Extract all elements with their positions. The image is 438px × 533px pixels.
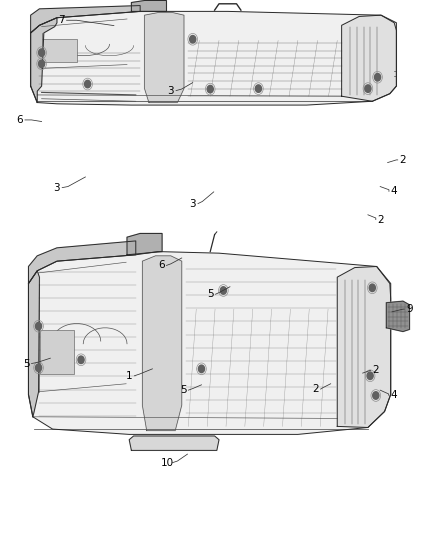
Polygon shape bbox=[342, 15, 396, 101]
Polygon shape bbox=[31, 18, 57, 102]
Circle shape bbox=[374, 74, 381, 81]
Polygon shape bbox=[28, 252, 391, 434]
Text: 5: 5 bbox=[23, 359, 30, 368]
Polygon shape bbox=[142, 256, 182, 431]
Text: 3: 3 bbox=[167, 86, 174, 95]
Polygon shape bbox=[337, 266, 391, 427]
Text: 3: 3 bbox=[53, 183, 60, 192]
Text: 4: 4 bbox=[391, 187, 398, 196]
Text: 6: 6 bbox=[158, 261, 165, 270]
Text: 2: 2 bbox=[399, 155, 406, 165]
Polygon shape bbox=[145, 13, 184, 102]
Circle shape bbox=[369, 284, 375, 292]
Circle shape bbox=[207, 85, 213, 93]
Circle shape bbox=[190, 36, 196, 43]
Text: 2: 2 bbox=[372, 366, 379, 375]
Circle shape bbox=[35, 364, 42, 372]
Polygon shape bbox=[31, 5, 140, 33]
Text: 9: 9 bbox=[406, 304, 413, 314]
Text: 3: 3 bbox=[189, 199, 196, 208]
Text: 2: 2 bbox=[312, 384, 319, 394]
Text: 6: 6 bbox=[16, 115, 23, 125]
Circle shape bbox=[198, 365, 205, 373]
Circle shape bbox=[85, 80, 91, 88]
Circle shape bbox=[220, 287, 226, 294]
Circle shape bbox=[39, 60, 45, 68]
Polygon shape bbox=[28, 241, 136, 284]
Text: 5: 5 bbox=[207, 289, 214, 299]
Polygon shape bbox=[386, 301, 410, 332]
Polygon shape bbox=[127, 233, 162, 255]
Circle shape bbox=[35, 322, 42, 330]
Text: 2: 2 bbox=[378, 215, 385, 224]
Circle shape bbox=[255, 85, 261, 92]
Text: 4: 4 bbox=[391, 391, 398, 400]
Polygon shape bbox=[131, 1, 166, 11]
Bar bbox=[42, 39, 77, 62]
Text: 10: 10 bbox=[161, 458, 174, 467]
Circle shape bbox=[78, 356, 84, 364]
Circle shape bbox=[39, 49, 45, 56]
Polygon shape bbox=[129, 436, 219, 450]
Bar bbox=[40, 330, 74, 374]
Polygon shape bbox=[31, 11, 396, 105]
Text: 7: 7 bbox=[58, 15, 65, 25]
Circle shape bbox=[373, 392, 379, 399]
Circle shape bbox=[365, 85, 371, 92]
Circle shape bbox=[367, 372, 373, 379]
Text: 1: 1 bbox=[126, 371, 133, 381]
Text: 5: 5 bbox=[180, 385, 187, 395]
Polygon shape bbox=[28, 271, 39, 417]
